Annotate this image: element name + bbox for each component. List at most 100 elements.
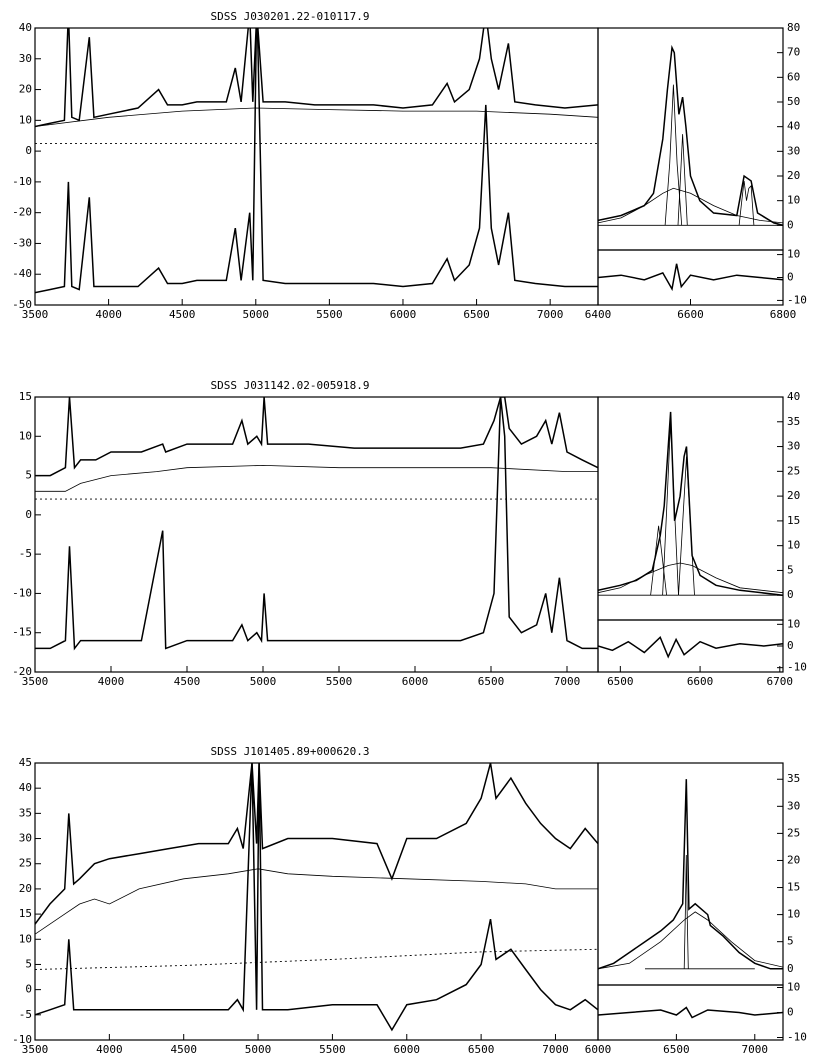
y-tick-label: -10 [12,175,32,188]
x-tick-label: 7000 [554,675,581,688]
spectrum-line [35,763,598,925]
y-tick-label: 30 [787,440,800,453]
y-tick-label: 40 [787,120,800,133]
y-tick-label: 5 [25,957,32,970]
y-tick-label: 0 [787,962,794,975]
spectrum-line [598,44,783,227]
y-tick-label: 30 [787,144,800,157]
x-tick-label: 4000 [98,675,125,688]
spectrum-line [598,263,783,292]
x-tick-label: 6000 [394,1043,421,1056]
y-tick-label: 10 [787,981,800,994]
y-tick-label: 70 [787,46,800,59]
y-tick-label: 0 [787,1006,794,1019]
y-tick-label: 10 [787,908,800,921]
x-tick-label: 4500 [169,308,196,321]
y-tick-label: 20 [787,853,800,866]
y-tick-label: 35 [787,772,800,785]
x-tick-label: 6500 [663,1043,690,1056]
x-tick-label: 3500 [22,308,49,321]
axes-frame [597,27,784,251]
spectrum-line [598,779,783,970]
spectrum-line [35,397,598,477]
y-tick-label: 20 [787,489,800,502]
y-tick-label: 40 [19,21,32,34]
panel [598,1006,783,1019]
spectrum-line [678,456,695,596]
y-tick-label: 0 [25,144,32,157]
spectrum-line [664,84,683,226]
spectrum-line [35,868,598,935]
chart-title: SDSS J101405.89+000620.3 [211,745,370,758]
spectrum-line [598,562,783,594]
x-tick-label: 6600 [677,308,704,321]
y-tick-label: 10 [787,617,800,630]
x-tick-label: 5500 [319,1043,346,1056]
panel [598,263,783,292]
spectrum-line [35,107,598,127]
spectrum-line [35,464,598,492]
spectrum-line [683,854,689,969]
axes-frame [34,762,599,1041]
x-tick-label: 6700 [767,675,794,688]
y-tick-label: 45 [19,756,32,769]
x-tick-label: 4500 [170,1043,197,1056]
y-tick-label: -15 [12,626,32,639]
chart-title: SDSS J031142.02-005918.9 [211,379,370,392]
y-tick-label: -10 [787,1031,807,1044]
y-tick-label: -10 [787,293,807,306]
y-tick-label: 25 [19,857,32,870]
x-tick-label: 6500 [468,1043,495,1056]
y-tick-label: 10 [787,248,800,261]
y-tick-label: -10 [12,1033,32,1046]
y-tick-label: 10 [787,194,800,207]
y-tick-label: 40 [787,390,800,403]
panel [598,44,783,227]
y-tick-label: -20 [12,206,32,219]
y-tick-label: 0 [787,588,794,601]
x-tick-label: 6000 [402,675,429,688]
spectrum-line [738,180,755,226]
x-tick-label: 6000 [390,308,417,321]
panel [35,28,598,294]
y-tick-label: 15 [787,514,800,527]
y-tick-label: 40 [19,781,32,794]
panel [35,763,598,1032]
spectrum-line [598,911,783,970]
x-tick-label: 5000 [245,1043,272,1056]
y-tick-label: 10 [19,429,32,442]
y-tick-label: 35 [19,806,32,819]
y-tick-label: -50 [12,298,32,311]
panel [598,635,783,659]
x-tick-label: 5000 [250,675,277,688]
panel [598,779,783,970]
y-tick-label: -10 [787,661,807,674]
chart-title: SDSS J030201.22-010117.9 [211,10,370,23]
spectrum-line [650,525,667,596]
y-tick-label: -10 [12,586,32,599]
y-tick-label: 15 [19,907,32,920]
y-tick-label: 20 [19,83,32,96]
y-tick-label: 5 [787,935,794,948]
y-tick-label: 15 [19,390,32,403]
y-tick-label: 30 [19,52,32,65]
y-tick-label: 0 [787,271,794,284]
y-tick-label: 10 [787,539,800,552]
y-tick-label: 25 [787,464,800,477]
y-tick-label: 35 [787,415,800,428]
panel [35,397,598,651]
y-tick-label: -5 [19,547,32,560]
x-tick-label: 6500 [463,308,490,321]
x-tick-label: 4000 [96,1043,123,1056]
y-tick-label: -5 [19,1008,32,1021]
x-tick-label: 6500 [607,675,634,688]
y-tick-label: 50 [787,95,800,108]
axes-frame [34,396,599,673]
x-tick-label: 5000 [243,308,270,321]
spectrum-line [598,635,783,659]
y-tick-label: 30 [19,832,32,845]
x-tick-label: 5500 [316,308,343,321]
y-tick-label: -20 [12,665,32,678]
x-tick-label: 6800 [770,308,797,321]
